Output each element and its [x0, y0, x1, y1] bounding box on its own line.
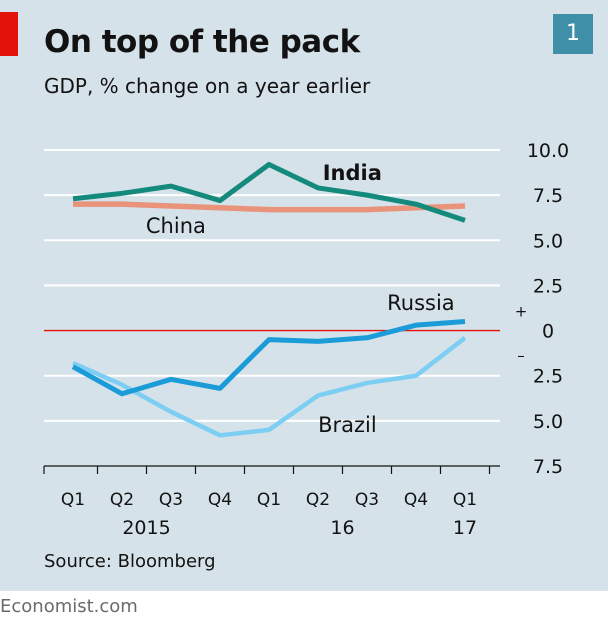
x-tick-label: Q4 — [208, 490, 232, 510]
brand-credit: Economist.com — [0, 596, 138, 617]
x-year-label: 17 — [453, 517, 477, 539]
positive-sign-label: + — [515, 303, 528, 321]
series-line-brazil — [72, 336, 467, 438]
y-tick-label: 2.5 — [533, 366, 563, 388]
x-tick-label: Q2 — [110, 490, 134, 510]
x-tick-label: Q1 — [61, 490, 85, 510]
series-line-india — [72, 161, 466, 223]
y-tick-label: 0 — [542, 321, 554, 343]
series-line-china — [73, 201, 466, 213]
chart-panel — [0, 0, 608, 591]
x-tick-label: Q1 — [257, 490, 281, 510]
series-line-russia — [71, 319, 466, 397]
series-label-russia: Russia — [387, 291, 455, 315]
x-tick-label: Q1 — [453, 490, 477, 510]
y-tick-label: 2.5 — [533, 275, 563, 297]
x-axis: Q1 Q2 Q3 Q4 Q1 Q2 Q3 Q4 Q1 2015 16 17 — [43, 465, 500, 539]
y-tick-label: 7.5 — [533, 456, 563, 478]
series-labels: India China Russia Brazil — [146, 161, 455, 437]
x-tick-label: Q4 — [404, 490, 428, 510]
x-tick-label: Q3 — [355, 490, 379, 510]
y-axis-tick-labels: 10.0 7.5 5.0 2.5 0 2.5 5.0 7.5 + – — [515, 140, 569, 478]
series-label-india: India — [323, 161, 382, 185]
chart-subtitle: GDP, % change on a year earlier — [44, 74, 371, 98]
line-chart: 10.0 7.5 5.0 2.5 0 2.5 5.0 7.5 + – India China Russ… — [43, 140, 569, 539]
y-tick-label: 5.0 — [533, 230, 563, 252]
series-lines — [71, 161, 467, 438]
x-year-label: 2015 — [122, 517, 170, 539]
x-tick-label: Q3 — [159, 490, 183, 510]
chart-title: On top of the pack — [44, 24, 360, 60]
series-label-china: China — [146, 214, 206, 238]
brand-red-tab — [0, 12, 18, 56]
x-year-label: 16 — [330, 517, 354, 539]
y-tick-label: 5.0 — [533, 411, 563, 433]
y-tick-label: 7.5 — [533, 185, 563, 207]
series-label-brazil: Brazil — [318, 413, 377, 437]
negative-sign-label: – — [517, 347, 525, 365]
chart-number-badge: 1 — [553, 14, 593, 54]
x-tick-label: Q2 — [306, 490, 330, 510]
y-tick-label: 10.0 — [527, 140, 569, 162]
source-note: Source: Bloomberg — [44, 551, 216, 572]
